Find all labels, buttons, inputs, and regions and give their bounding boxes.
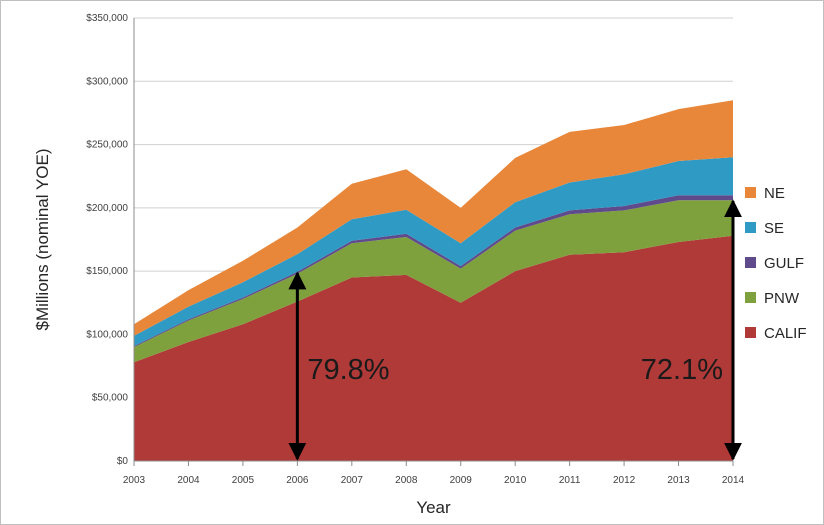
axes: $Millions (nominal YOE) Year $0 $50,000 $1… bbox=[33, 13, 745, 517]
x-tick-label: 2009 bbox=[450, 475, 473, 486]
area-series bbox=[134, 100, 733, 461]
x-tick-label: 2010 bbox=[504, 475, 527, 486]
y-tick-label: $0 bbox=[117, 456, 129, 467]
legend-label-pnw: PNW bbox=[764, 290, 800, 307]
legend-label-se: SE bbox=[764, 220, 784, 237]
x-tick-label: 2006 bbox=[286, 475, 309, 486]
x-tick-label: 2008 bbox=[395, 475, 418, 486]
legend-swatch-calif bbox=[745, 327, 756, 338]
x-tick-label: 2007 bbox=[341, 475, 364, 486]
legend-label-calif: CALIF bbox=[764, 325, 807, 342]
y-tick-label: $350,000 bbox=[86, 13, 128, 24]
y-tick-label: $150,000 bbox=[86, 266, 128, 277]
x-axis-label: Year bbox=[416, 498, 451, 517]
y-tick-label: $100,000 bbox=[86, 329, 128, 340]
annotations: 79.8% 72.1% bbox=[288, 199, 742, 461]
area-se bbox=[134, 157, 733, 347]
x-tick-label: 2003 bbox=[123, 475, 146, 486]
legend-label-gulf: GULF bbox=[764, 255, 804, 272]
legend-label-ne: NE bbox=[764, 185, 785, 202]
annotation-label-2014: 72.1% bbox=[641, 354, 723, 386]
y-tick-label: $300,000 bbox=[86, 76, 128, 87]
legend-swatch-gulf bbox=[745, 257, 756, 268]
y-tick-label: $250,000 bbox=[86, 140, 128, 151]
x-tick-label: 2004 bbox=[177, 475, 200, 486]
area-ne bbox=[134, 100, 733, 336]
y-axis-label: $Millions (nominal YOE) bbox=[33, 148, 52, 330]
y-tick-label: $50,000 bbox=[92, 393, 129, 404]
y-tick-label: $200,000 bbox=[86, 203, 128, 214]
x-tick-label: 2013 bbox=[667, 475, 690, 486]
legend: NE SE GULF PNW CALIF bbox=[745, 185, 807, 342]
x-tick-label: 2011 bbox=[559, 475, 581, 486]
x-tick-label: 2005 bbox=[232, 475, 255, 486]
legend-swatch-ne bbox=[745, 187, 756, 198]
legend-swatch-pnw bbox=[745, 292, 756, 303]
x-tick-label: 2014 bbox=[722, 475, 745, 486]
x-tick-label: 2012 bbox=[613, 475, 636, 486]
area-calif bbox=[134, 235, 733, 461]
annotation-label-2006: 79.8% bbox=[307, 354, 389, 386]
legend-swatch-se bbox=[745, 222, 756, 233]
area-pnw bbox=[134, 200, 733, 363]
